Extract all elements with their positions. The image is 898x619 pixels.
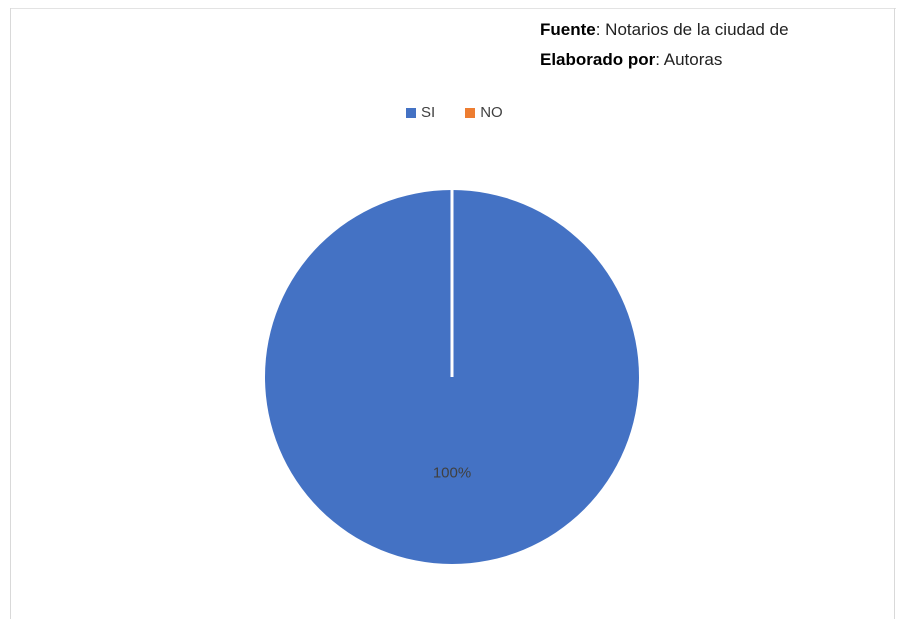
source-note: Fuente: Notarios de la ciudad de Elabora… — [540, 15, 894, 75]
pie-data-labels: 100% — [433, 464, 471, 481]
fuente-value: : Notarios de la ciudad de — [595, 20, 789, 39]
legend-swatch-no — [465, 107, 476, 118]
elaborado-value: : Autoras — [655, 50, 723, 69]
legend-swatch-si — [406, 107, 416, 118]
legend-label-no: NO — [480, 104, 503, 121]
pie-slices — [265, 190, 639, 564]
data-label-si: 100% — [433, 464, 471, 481]
fuente-label: Fuente — [540, 20, 596, 39]
chart-legend: SI NO — [406, 104, 533, 121]
source-line-fuente: Fuente: Notarios de la ciudad de — [540, 15, 894, 45]
source-line-elaborado: Elaborado por: Autoras — [540, 45, 894, 75]
chart-frame-left-border — [10, 8, 11, 619]
legend-item-no: NO — [465, 104, 503, 121]
legend-label-si: SI — [421, 104, 436, 121]
elaborado-label: Elaborado por — [540, 50, 656, 69]
legend-item-si: SI — [406, 104, 435, 121]
chart-frame-top-border — [10, 8, 896, 9]
chart-frame-right-border — [894, 8, 895, 619]
